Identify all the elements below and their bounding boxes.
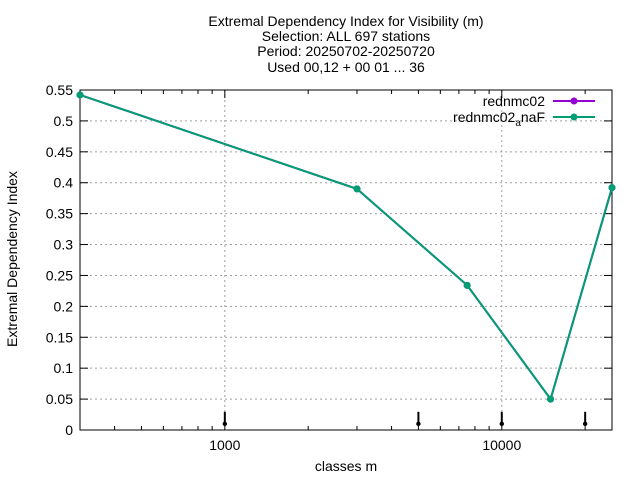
sample-marker-point xyxy=(499,421,504,427)
y-tick-label: 0.3 xyxy=(54,237,74,253)
chart-title: Extremal Dependency Index for Visibility… xyxy=(208,13,483,75)
y-tick-label: 0.15 xyxy=(46,329,73,345)
series-1-point xyxy=(608,184,616,192)
y-tick-label: 0.55 xyxy=(46,82,73,98)
series-line-1 xyxy=(79,93,613,402)
series-1-point xyxy=(547,395,555,403)
legend-label-1-sub: a xyxy=(515,118,521,129)
sample-marker-point xyxy=(582,421,588,427)
y-tick-label: 0 xyxy=(65,422,73,438)
legend-marker-1 xyxy=(570,113,578,121)
legend: rednmc02 rednmc02anaF xyxy=(453,93,595,129)
y-tick-label: 0.5 xyxy=(54,113,74,129)
x-tick-label: 10000 xyxy=(482,437,521,453)
x-axis: 1000 10000 xyxy=(209,90,521,453)
plot-frame xyxy=(79,89,613,431)
x-tick-label: 1000 xyxy=(209,437,240,453)
y-tick-label: 0.1 xyxy=(54,360,74,376)
series-1-point xyxy=(76,91,84,99)
legend-label-1: rednmc02anaF xyxy=(453,109,545,129)
series-line-0 xyxy=(79,93,613,402)
sample-marker-point xyxy=(416,421,421,427)
title-line-3: Period: 20250702-20250720 xyxy=(257,43,435,59)
series-1-point xyxy=(463,281,471,289)
title-line-4: Used 00,12 + 00 01 ... 36 xyxy=(267,59,425,75)
y-tick-label: 0.35 xyxy=(46,206,73,222)
legend-marker-0 xyxy=(570,97,578,105)
minor-ticks xyxy=(114,90,586,430)
sample-marker-point xyxy=(222,421,228,427)
y-tick-label: 0.2 xyxy=(54,298,74,314)
legend-label-1-main: rednmc02 xyxy=(453,109,515,125)
legend-label-1-suffix: naF xyxy=(521,109,545,125)
x-axis-label: classes m xyxy=(315,458,377,474)
legend-label-0: rednmc02 xyxy=(483,93,545,109)
y-axis: 0 0.05 0.1 0.15 0.2 0.25 0.3 0.35 0.4 0.45 0.5 0.55 xyxy=(46,82,612,438)
y-tick-label: 0.4 xyxy=(54,175,74,191)
title-line-1: Extremal Dependency Index for Visibility… xyxy=(208,13,483,29)
series-1-point xyxy=(353,185,361,193)
y-axis-label: Extremal Dependency Index xyxy=(4,171,20,347)
series-layer xyxy=(76,91,616,403)
y-tick-label: 0.25 xyxy=(46,267,73,283)
y-tick-label: 0.45 xyxy=(46,144,73,160)
sample-markers xyxy=(222,411,588,427)
grid xyxy=(80,90,612,430)
title-line-2: Selection: ALL 697 stations xyxy=(262,28,430,44)
y-tick-label: 0.05 xyxy=(46,391,73,407)
